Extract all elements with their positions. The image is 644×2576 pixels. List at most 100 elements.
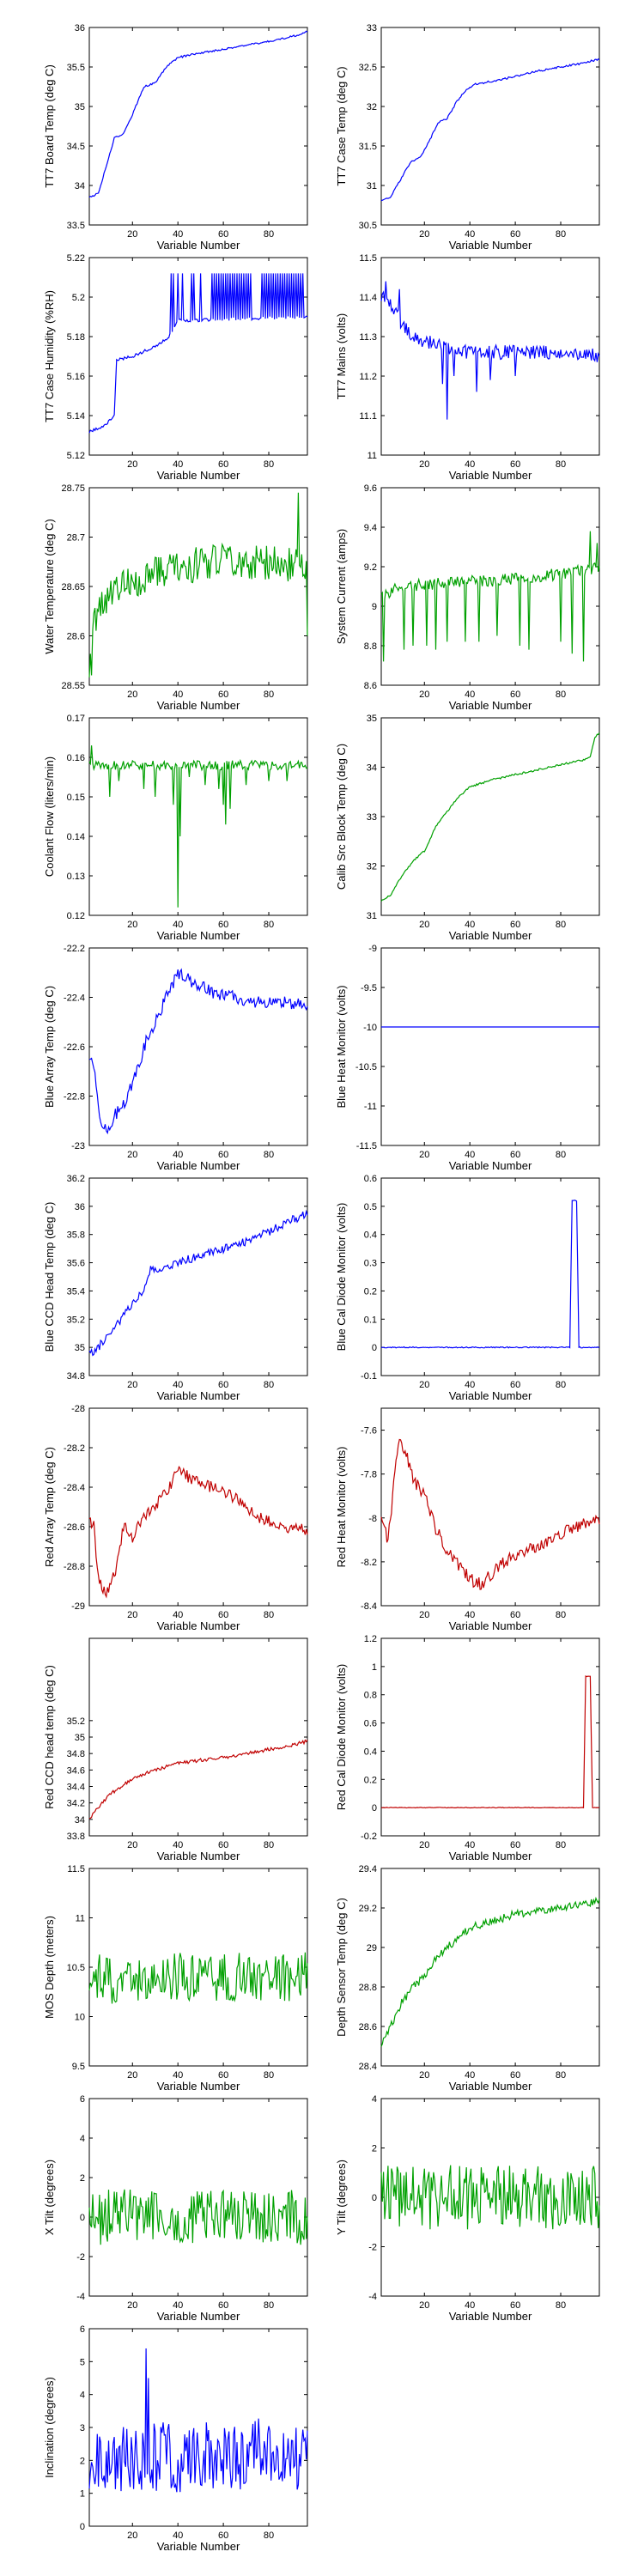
- y-tick-label: 5.2: [72, 293, 85, 303]
- x-tick-label: 40: [465, 1150, 475, 1160]
- y-axis-label: Blue Cal Diode Monitor (volts): [335, 1203, 348, 1352]
- x-axis-label: Variable Number: [157, 2310, 240, 2323]
- x-tick-label: 40: [465, 1610, 475, 1620]
- y-tick-label: 3: [80, 2423, 85, 2433]
- y-tick-label: 8.6: [364, 681, 377, 691]
- y-tick-label: 0.2: [364, 1286, 377, 1297]
- x-tick-label: 80: [556, 920, 566, 930]
- x-tick-label: 60: [218, 2530, 228, 2541]
- y-tick-label: 35.2: [67, 1315, 85, 1325]
- y-tick-label: 32.5: [359, 63, 377, 73]
- y-tick-label: -9: [368, 944, 377, 954]
- y-tick-label: 9: [372, 602, 377, 612]
- y-tick-label: 5: [80, 2357, 85, 2367]
- chart-panel: 0.12 0.13 0.14 0.15 0.16 0.17 20 40 60 80 Variable…: [43, 714, 308, 942]
- y-tick-label: 35.2: [67, 1716, 85, 1727]
- y-tick-label: 34.2: [67, 1799, 85, 1809]
- plot-area: [88, 947, 308, 1146]
- chart-panel: 33.5 34 34.5 35 35.5 36 20 40 60 80 Variable Numbe…: [43, 23, 308, 252]
- y-tick-label: 2: [372, 2144, 377, 2154]
- y-tick-label: 11.4: [359, 293, 377, 303]
- x-tick-label: 60: [218, 1380, 228, 1390]
- chart-panel: -29 -28.8 -28.6 -28.4 -28.2 -28 20 40 60 80 Variab…: [43, 1404, 308, 1632]
- y-tick-label: 11.5: [67, 1864, 85, 1874]
- y-tick-label: 34.5: [67, 142, 85, 152]
- y-tick-label: 29.4: [359, 1864, 377, 1874]
- chart-panel: 28.55 28.6 28.65 28.7 28.75 20 40 60 80 Variable …: [43, 483, 308, 712]
- y-tick-label: 32: [367, 862, 377, 872]
- x-tick-label: 60: [510, 690, 520, 700]
- y-tick-label: 4: [80, 2391, 85, 2401]
- plot-area: [88, 1407, 308, 1607]
- x-tick-label: 80: [556, 1840, 566, 1850]
- x-axis-label: Variable Number: [449, 699, 532, 712]
- x-tick-label: 60: [218, 2300, 228, 2311]
- y-tick-label: 5.22: [67, 253, 85, 264]
- chart-panel: 28.4 28.6 28.8 29 29.2 29.4 20 40 60 80 Variable N…: [335, 1864, 600, 2093]
- y-axis-label: MOS Depth (meters): [43, 1916, 56, 2019]
- y-tick-label: -8: [368, 1514, 377, 1524]
- y-tick-label: 5.16: [67, 372, 85, 382]
- x-tick-label: 40: [465, 2070, 475, 2081]
- x-axis-label: Variable Number: [449, 239, 532, 252]
- series-line: [88, 2348, 308, 2493]
- plot-area: [380, 1637, 600, 1837]
- series-line: [380, 732, 600, 902]
- y-tick-label: 0.17: [67, 714, 85, 724]
- y-tick-label: 0.12: [67, 911, 85, 921]
- chart-panel: -4 -2 0 2 4 20 40 60 80 Variable Number Y Tilt (de…: [335, 2094, 600, 2323]
- x-tick-label: 60: [218, 920, 228, 930]
- y-tick-label: 34.8: [67, 1371, 85, 1382]
- y-tick-label: -29: [71, 1601, 85, 1612]
- y-tick-label: 28.6: [67, 632, 85, 642]
- series-line: [380, 281, 600, 420]
- y-tick-label: -11: [364, 1102, 377, 1112]
- series-line: [88, 1209, 308, 1357]
- y-tick-label: -7.6: [361, 1426, 377, 1437]
- x-tick-label: 80: [264, 229, 274, 240]
- y-tick-label: 0.4: [364, 1230, 377, 1241]
- plot-area: [88, 2098, 308, 2297]
- y-tick-label: 28.4: [359, 2062, 377, 2072]
- x-tick-label: 20: [419, 1610, 429, 1620]
- x-tick-label: 60: [510, 459, 520, 470]
- x-tick-label: 80: [264, 690, 274, 700]
- y-axis-label: Depth Sensor Temp (deg C): [335, 1898, 348, 2037]
- y-tick-label: 6: [80, 2324, 85, 2335]
- y-tick-label: 11: [368, 451, 377, 461]
- x-tick-label: 80: [556, 690, 566, 700]
- series-line: [380, 1438, 600, 1590]
- series-line: [88, 1739, 308, 1820]
- y-tick-label: 28.7: [67, 533, 85, 544]
- x-axis-label: Variable Number: [157, 469, 240, 482]
- x-tick-label: 80: [264, 1150, 274, 1160]
- chart-panel: -4 -2 0 2 4 6 20 40 60 80 Variable Number X Tilt (d…: [43, 2094, 308, 2323]
- x-tick-label: 60: [218, 1840, 228, 1850]
- x-axis-label: Variable Number: [449, 1159, 532, 1172]
- series-line: [380, 1200, 600, 1349]
- y-tick-label: 33.5: [67, 221, 85, 231]
- x-axis-label: Variable Number: [449, 1619, 532, 1632]
- y-tick-label: -8.2: [361, 1558, 377, 1568]
- y-tick-label: 4: [372, 2094, 377, 2105]
- x-tick-label: 40: [173, 690, 183, 700]
- x-axis-label: Variable Number: [449, 469, 532, 482]
- x-tick-label: 20: [127, 229, 137, 240]
- x-tick-label: 40: [465, 1380, 475, 1390]
- y-tick-label: 5.14: [67, 411, 85, 422]
- y-tick-label: 11.5: [359, 253, 377, 264]
- x-tick-label: 60: [510, 1840, 520, 1850]
- y-tick-label: 36.2: [67, 1174, 85, 1184]
- y-tick-label: -2: [368, 2243, 377, 2253]
- y-tick-label: 9.2: [364, 562, 377, 573]
- chart-panel: -23 -22.8 -22.6 -22.4 -22.2 20 40 60 80 Variable …: [43, 944, 308, 1172]
- x-tick-label: 40: [465, 459, 475, 470]
- x-tick-label: 60: [510, 229, 520, 240]
- x-axis-label: Variable Number: [449, 929, 532, 942]
- x-axis-label: Variable Number: [157, 2540, 240, 2553]
- y-tick-label: 28.75: [61, 483, 85, 494]
- y-tick-label: -4: [76, 2292, 85, 2302]
- x-tick-label: 40: [173, 1150, 183, 1160]
- x-axis-label: Variable Number: [449, 1850, 532, 1862]
- x-axis-label: Variable Number: [157, 1619, 240, 1632]
